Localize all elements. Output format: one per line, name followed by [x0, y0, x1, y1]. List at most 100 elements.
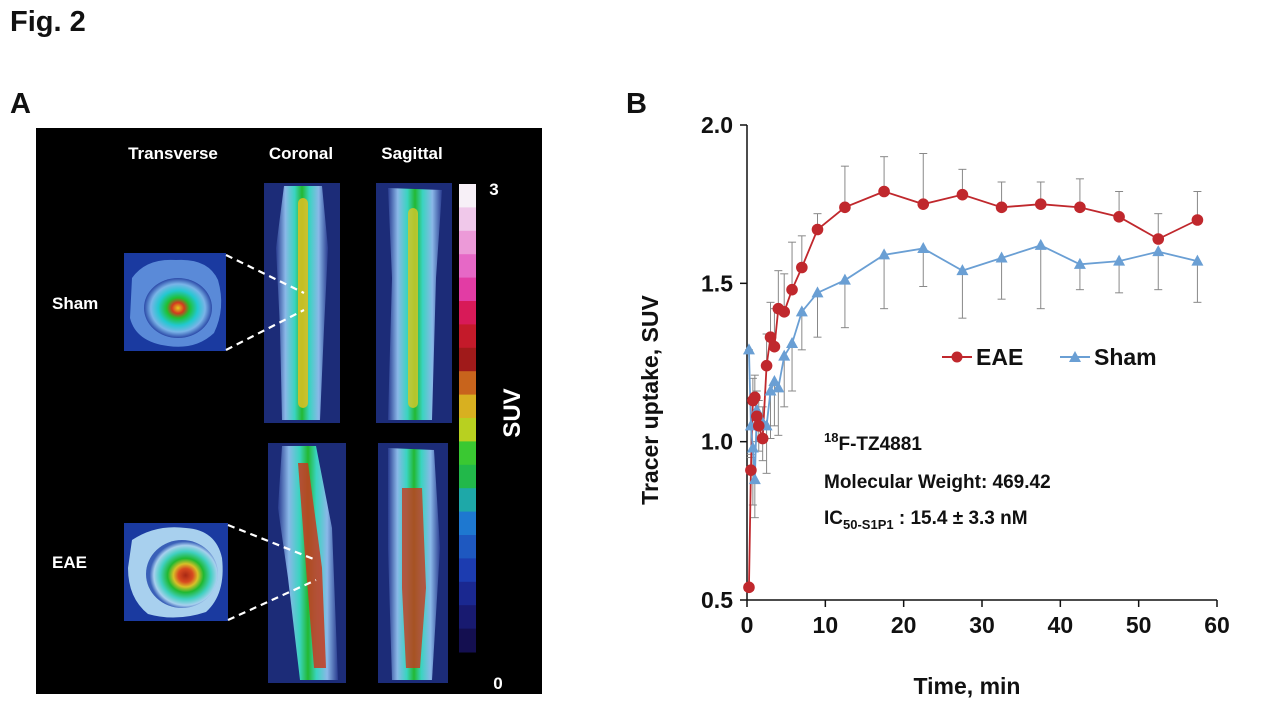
x-tick-label: 60: [1204, 612, 1230, 638]
eae-data-point: [778, 306, 791, 318]
eae-transverse-image: [124, 523, 228, 621]
eae-data-point: [786, 283, 798, 296]
view-label-coronal: Coronal: [269, 144, 333, 163]
sham-data-point: [995, 251, 1008, 263]
sham-data-point: [917, 242, 930, 253]
colorbar-segment: [459, 277, 476, 302]
row-label-sham: Sham: [52, 294, 98, 313]
compound-isotope-superscript: 18: [824, 430, 838, 445]
colorbar-segment: [459, 535, 476, 559]
colorbar-segment: [459, 581, 476, 606]
eae-data-point: [760, 359, 773, 372]
chart-legend: EAE Sham: [942, 344, 1157, 370]
eae-data-point: [839, 201, 851, 214]
colorbar-segment: [459, 230, 476, 255]
eae-data-point: [811, 223, 824, 236]
eae-data-point: [796, 261, 808, 274]
x-tick-label: 30: [969, 612, 995, 638]
x-tick-label: 20: [891, 612, 917, 638]
ic50-prefix: IC: [824, 508, 843, 529]
molecular-weight-label: Molecular Weight: 469.42: [824, 472, 1051, 493]
sham-data-point: [811, 286, 824, 298]
uptake-chart: 0.5 1.0 1.5 2.0 0 10 20 30 40 50 60 Time, min Trac…: [637, 112, 1230, 699]
ic50-subscript: 50-S1P1: [843, 517, 894, 532]
eae-data-point: [756, 432, 769, 445]
view-label-sagittal: Sagittal: [381, 144, 442, 163]
sham-data-point: [778, 349, 791, 361]
tick-labels: 0.5 1.0 1.5 2.0 0 10 20 30 40 50 60: [701, 112, 1230, 638]
sham-transverse-image: [124, 253, 226, 351]
y-tick-label: 1.5: [701, 270, 733, 296]
pet-image-panel: Transverse Coronal Sagittal Sham EAE: [36, 128, 542, 694]
slice-connector-lines: [225, 254, 317, 622]
sham-data-point: [786, 337, 799, 348]
colorbar-segment: [459, 488, 476, 513]
x-tick-label: 10: [813, 612, 839, 638]
sham-data-point: [746, 441, 759, 453]
eae-sagittal-image: [378, 443, 448, 683]
colorbar-segment: [459, 605, 476, 630]
sham-coronal-image: [264, 183, 340, 423]
y-axis-label: Tracer uptake, SUV: [637, 295, 663, 505]
figure-title: Fig. 2: [10, 6, 86, 38]
sham-data-point: [1113, 254, 1126, 266]
colorbar-segment: [459, 628, 476, 653]
eae-data-point: [917, 198, 930, 210]
sham-data-point: [795, 305, 808, 317]
legend-sham-marker: [1069, 351, 1081, 362]
compound-name: F-TZ4881: [838, 434, 922, 455]
colorbar-segment: [459, 347, 476, 372]
panel-a-label: A: [10, 88, 31, 120]
eae-data-point: [1034, 198, 1047, 210]
compound-label: 18F-TZ4881: [824, 430, 922, 455]
x-axis-label: Time, min: [914, 673, 1021, 699]
x-tick-label: 40: [1048, 612, 1074, 638]
eae-data-point: [1074, 201, 1086, 214]
compound-annotation: 18F-TZ4881 Molecular Weight: 469.42 IC50…: [824, 430, 1051, 532]
colorbar-segment: [459, 324, 476, 349]
sham-data-point: [1073, 257, 1086, 269]
y-tick-label: 1.0: [701, 429, 733, 455]
eae-data-point: [878, 185, 890, 198]
colorbar-segment: [459, 394, 476, 419]
colorbar-segment: [459, 301, 476, 325]
sham-data-point: [742, 343, 755, 355]
colorbar-segment: [459, 184, 476, 208]
colorbar-segment: [459, 511, 476, 536]
legend-sham-label: Sham: [1094, 344, 1157, 370]
y-tick-label: 0.5: [701, 587, 733, 613]
sham-data-point: [838, 273, 851, 285]
colorbar-segment: [459, 418, 476, 442]
data-markers: [742, 185, 1204, 594]
eae-data-point: [956, 188, 969, 201]
row-label-eae: EAE: [52, 553, 87, 572]
sham-data-point: [878, 248, 891, 260]
sham-data-point: [1152, 245, 1165, 257]
sham-data-point: [956, 264, 969, 276]
chart-axes: [740, 124, 1218, 607]
colorbar-max-label: 3: [489, 180, 498, 199]
eae-data-point: [995, 201, 1008, 214]
view-label-transverse: Transverse: [128, 144, 218, 163]
error-bars: [744, 153, 1202, 519]
sham-data-point: [764, 384, 777, 396]
ic50-value: : 15.4 ± 3.3 nM: [894, 508, 1028, 529]
eae-data-point: [768, 340, 781, 353]
eae-data-point: [1191, 214, 1204, 226]
eae-data-point: [752, 420, 765, 432]
sham-data-point: [1191, 254, 1204, 266]
ic50-label: IC50-S1P1 : 15.4 ± 3.3 nM: [824, 508, 1028, 532]
panel-b-label: B: [626, 88, 647, 120]
eae-data-point: [1113, 211, 1125, 223]
eae-data-point: [764, 331, 777, 343]
colorbar-segment: [459, 558, 476, 583]
eae-data-point: [750, 410, 763, 423]
colorbar-min-label: 0: [493, 674, 502, 693]
eae-data-point: [1152, 233, 1165, 245]
colorbar-label: SUV: [499, 388, 526, 437]
eae-data-point: [745, 464, 757, 476]
y-tick-label: 2.0: [701, 112, 733, 138]
eae-data-point: [743, 581, 755, 594]
legend-eae-marker: [951, 351, 963, 363]
legend-eae-label: EAE: [976, 344, 1023, 370]
